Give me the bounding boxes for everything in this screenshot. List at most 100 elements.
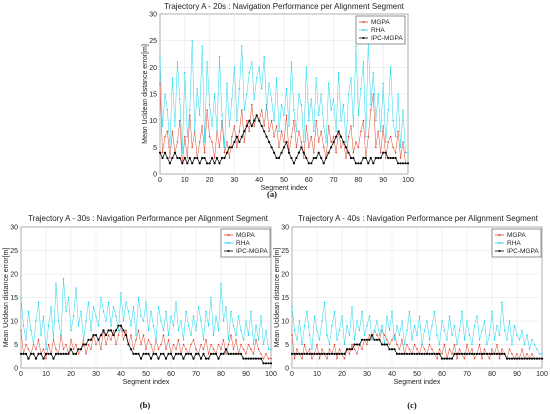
data-point-rha [372,71,375,74]
data-point-ipc-mgpa [234,352,238,355]
data-point-ipc-mgpa [528,357,531,360]
data-point-ipc-mgpa [182,357,185,360]
data-point-ipc-mgpa [142,352,145,355]
data-point-rha [351,306,353,308]
data-point-ipc-mgpa [285,140,288,144]
data-point-rha [205,310,207,313]
data-point-mgpa [184,135,186,138]
data-point-ipc-mgpa [355,343,359,346]
panel-b: 0 10 20 30 40 50 60 70 80 90 100 0 5 10 15 20 25 30 Trajec… [3,214,277,410]
data-point-rha [202,339,205,341]
data-point-rha [313,315,316,318]
data-point-mgpa [240,343,242,346]
data-point-rha [506,339,508,341]
data-point-mgpa [441,353,443,355]
data-point-ipc-mgpa [302,151,305,154]
y-tick-label: 5 [14,342,18,349]
data-point-mgpa [516,353,518,355]
data-point-mgpa [222,339,225,341]
data-point-rha [130,324,132,327]
data-point-rha [343,343,346,346]
data-point-ipc-mgpa [395,352,399,355]
data-point-rha [230,310,232,313]
data-point-mgpa [220,348,222,351]
data-point-ipc-mgpa [178,156,181,160]
data-point-ipc-mgpa [318,352,321,355]
y-tick-label: 10 [149,118,157,125]
data-point-rha [316,329,318,332]
data-point-mgpa [115,343,117,346]
panel-label: (b) [140,400,151,410]
data-point-mgpa [212,348,215,351]
data-point-ipc-mgpa [74,352,78,355]
y-tick-label: 20 [281,272,289,279]
data-point-rha [423,329,426,332]
data-point-rha [70,329,72,332]
data-point-rha [278,130,280,133]
data-point-mgpa [332,135,335,138]
data-point-rha [193,130,196,133]
data-point-ipc-mgpa [485,352,489,355]
data-point-ipc-mgpa [369,156,372,160]
data-point-ipc-mgpa [383,343,386,346]
data-point-ipc-mgpa [193,156,196,160]
data-point-mgpa [491,348,493,351]
data-point-rha [328,343,331,346]
data-point-ipc-mgpa [305,156,308,160]
legend-label-mgpa: MGPA [371,19,390,26]
data-point-ipc-mgpa [154,352,158,355]
data-point-ipc-mgpa [179,352,183,355]
data-point-rha [308,119,310,122]
data-point-ipc-mgpa [149,357,153,360]
data-point-ipc-mgpa [114,329,118,332]
data-point-ipc-mgpa [132,352,135,355]
data-point-rha [393,339,396,341]
data-point-ipc-mgpa [254,357,258,360]
data-point-ipc-mgpa [397,162,400,165]
data-point-mgpa [260,109,263,111]
data-point-mgpa [501,348,503,351]
data-point-rha [174,125,176,127]
data-point-ipc-mgpa [204,357,208,360]
data-point-mgpa [275,125,278,127]
legend-marker-ipc-mgpa [227,250,230,252]
data-point-mgpa [77,353,80,355]
data-point-ipc-mgpa [298,352,301,355]
data-point-mgpa [326,357,328,360]
data-point-rha [362,61,365,63]
data-point-mgpa [233,125,236,127]
data-point-mgpa [333,343,336,346]
data-point-mgpa [150,343,152,346]
data-point-rha [291,306,293,308]
data-point-mgpa [316,343,318,346]
data-point-rha [311,348,313,351]
data-point-mgpa [348,353,351,355]
legend-marker-ipc-mgpa [362,37,365,39]
data-point-rha [458,329,461,332]
data-point-rha [486,343,488,346]
data-point-ipc-mgpa [353,343,356,346]
data-point-rha [357,114,360,117]
data-point-rha [250,310,252,313]
data-point-mgpa [463,357,466,360]
data-point-rha [298,320,301,322]
data-point-ipc-mgpa [52,357,55,360]
data-point-ipc-mgpa [255,114,258,117]
data-point-rha [384,141,387,143]
x-tick-label: 0 [158,177,162,184]
legend-marker-rha [498,242,501,244]
data-point-mgpa [175,348,177,351]
data-point-rha [481,329,483,332]
y-tick-label: 25 [10,248,18,255]
data-point-mgpa [242,348,245,351]
data-point-rha [392,119,394,122]
data-point-ipc-mgpa [358,343,361,346]
data-point-ipc-mgpa [134,352,138,355]
data-point-rha [267,348,270,351]
data-point-rha [318,339,321,341]
data-point-ipc-mgpa [390,348,394,351]
data-point-rha [235,334,237,336]
data-point-ipc-mgpa [223,156,226,160]
